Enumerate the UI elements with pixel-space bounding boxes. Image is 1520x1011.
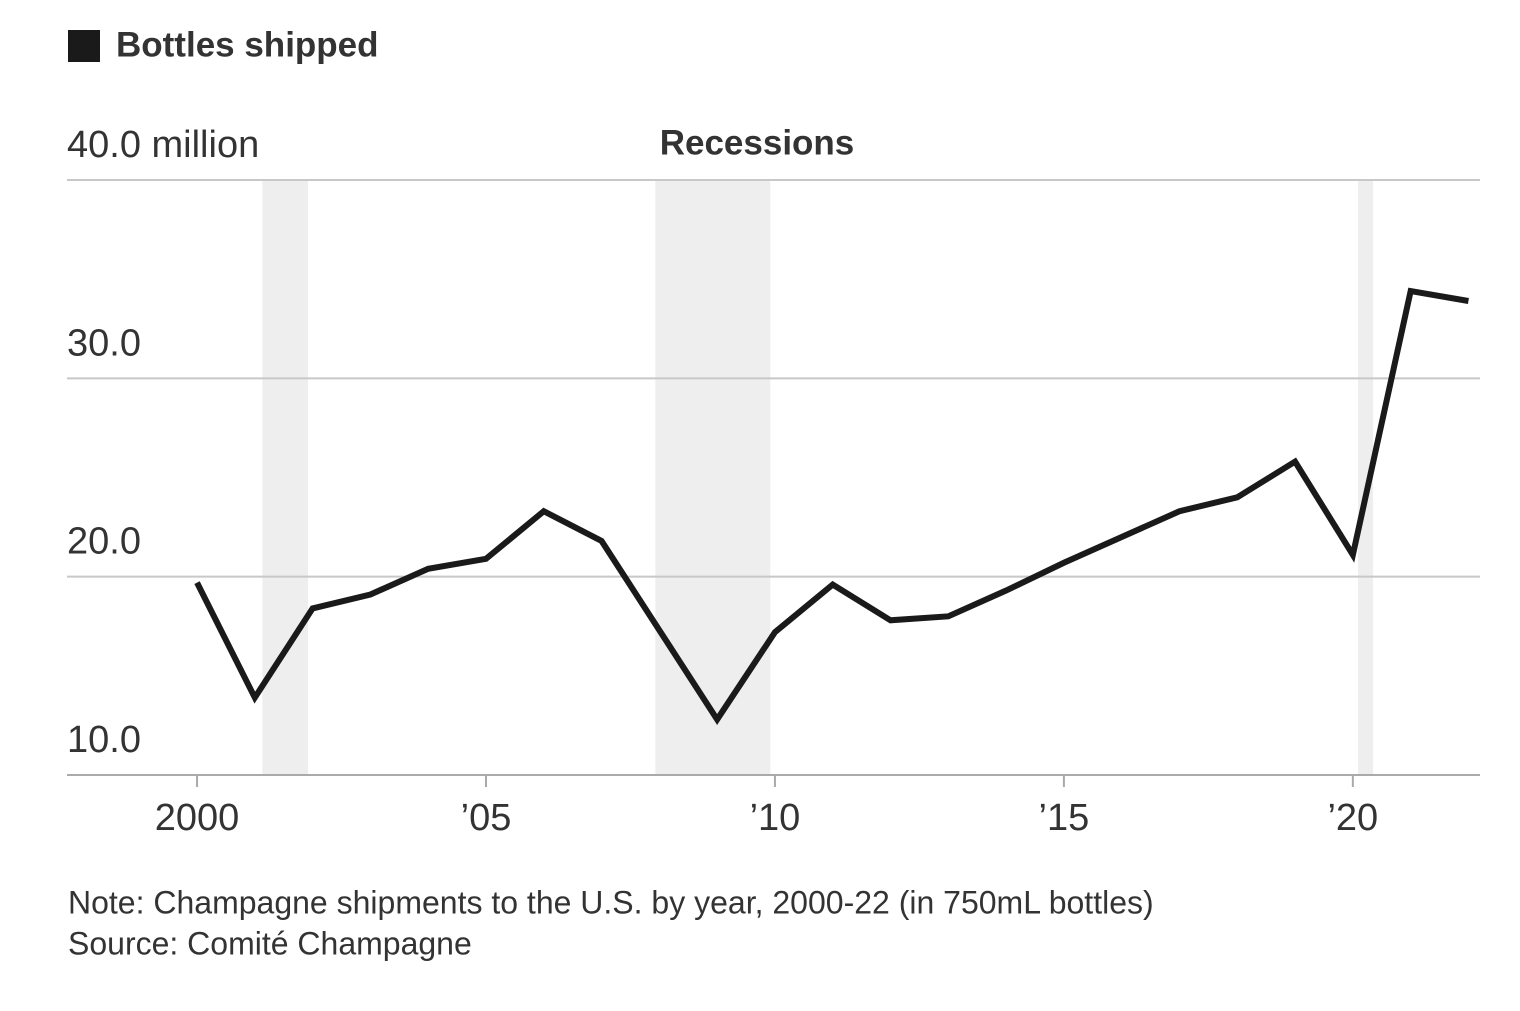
y-tick-label: 10.0 bbox=[67, 719, 141, 761]
source: Source: Comité Champagne bbox=[68, 925, 472, 961]
note: Note: Champagne shipments to the U.S. by… bbox=[68, 884, 1154, 920]
recession-band bbox=[655, 180, 771, 775]
legend-swatch bbox=[68, 30, 100, 62]
x-tick-label: ’10 bbox=[750, 797, 801, 839]
x-tick-label: ’05 bbox=[461, 797, 512, 839]
y-tick-label: 30.0 bbox=[67, 322, 141, 364]
recession-band bbox=[1358, 180, 1374, 775]
recession-band bbox=[262, 180, 308, 775]
x-tick-label: ’15 bbox=[1039, 797, 1090, 839]
x-tick-label: ’20 bbox=[1327, 797, 1378, 839]
data-line bbox=[194, 287, 1469, 725]
y-tick-label: 40.0 million bbox=[67, 124, 259, 166]
x-tick-label: 2000 bbox=[155, 797, 240, 839]
y-tick-label: 20.0 bbox=[67, 521, 141, 563]
legend-label: Bottles shipped bbox=[116, 25, 379, 64]
recessions-label: Recessions bbox=[660, 123, 855, 162]
